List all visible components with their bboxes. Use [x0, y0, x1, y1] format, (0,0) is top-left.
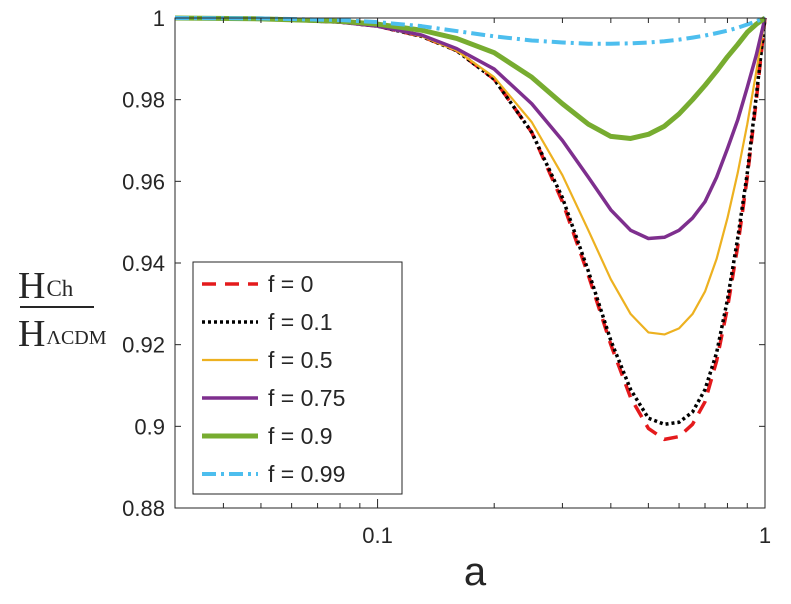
ticks-layer: 0.88 0.9 0.92 0.94 0.96 0.98 1 0.1 1: [122, 6, 771, 548]
legend-label-f-0-99: f = 0.99: [268, 461, 345, 487]
x-tick-label: 1: [759, 523, 771, 548]
legend-label-f-0-75: f = 0.75: [268, 385, 345, 411]
y-label-numerator: HCh: [18, 265, 74, 307]
x-tick-label: 0.1: [362, 523, 393, 548]
y-tick-label: 0.94: [122, 251, 165, 276]
legend-label-f-0-5: f = 0.5: [268, 347, 333, 373]
y-tick-label: 0.88: [122, 496, 165, 521]
legend: f = 0 f = 0.1 f = 0.5 f = 0.75 f = 0.9 f = 0.…: [192, 261, 403, 495]
y-tick-label: 1: [153, 6, 165, 31]
y-axis-label: HCh HΛCDM: [18, 265, 107, 355]
legend-label-f-0-1: f = 0.1: [268, 309, 333, 335]
legend-label-f-0: f = 0: [268, 271, 313, 297]
y-tick-label: 0.98: [122, 88, 165, 113]
series-layer: [174, 15, 767, 442]
series-line-f-0-75: [174, 16, 767, 241]
series-line-f-0-1: [174, 16, 767, 427]
series-line-f-0-9: [174, 15, 767, 141]
y-label-denominator: HΛCDM: [18, 313, 107, 355]
legend-box: [192, 261, 403, 495]
y-tick-label: 0.9: [134, 414, 165, 439]
y-tick-label: 0.92: [122, 333, 165, 358]
y-tick-label: 0.96: [122, 169, 165, 194]
legend-label-f-0-9: f = 0.9: [268, 423, 333, 449]
x-axis-label: a: [464, 550, 487, 594]
